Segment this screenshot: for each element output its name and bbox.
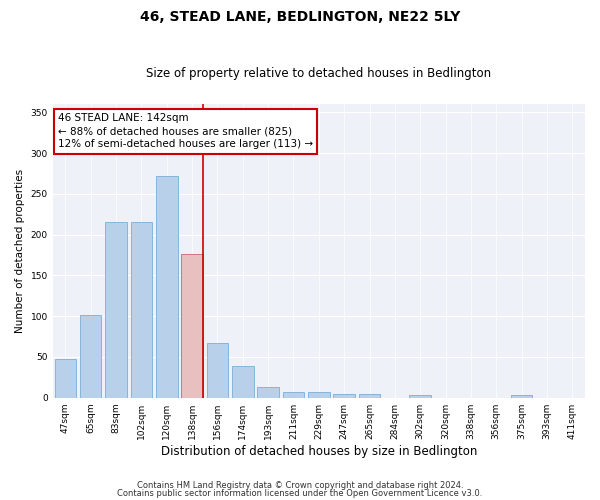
X-axis label: Distribution of detached houses by size in Bedlington: Distribution of detached houses by size … [161,444,477,458]
Text: 46, STEAD LANE, BEDLINGTON, NE22 5LY: 46, STEAD LANE, BEDLINGTON, NE22 5LY [140,10,460,24]
Bar [105,222,127,398]
Bar [334,394,355,398]
Bar [181,254,203,398]
Bar [232,366,254,398]
Title: Size of property relative to detached houses in Bedlington: Size of property relative to detached ho… [146,66,491,80]
Bar [511,396,532,398]
Text: Contains HM Land Registry data © Crown copyright and database right 2024.: Contains HM Land Registry data © Crown c… [137,481,463,490]
Bar [131,222,152,398]
Bar [80,316,101,398]
Bar [409,396,431,398]
Text: Contains public sector information licensed under the Open Government Licence v3: Contains public sector information licen… [118,488,482,498]
Bar [257,387,279,398]
Bar [283,392,304,398]
Bar [206,343,228,398]
Bar [55,360,76,398]
Bar [308,392,329,398]
Bar [359,394,380,398]
Text: 46 STEAD LANE: 142sqm
← 88% of detached houses are smaller (825)
12% of semi-det: 46 STEAD LANE: 142sqm ← 88% of detached … [58,113,313,150]
Y-axis label: Number of detached properties: Number of detached properties [15,169,25,333]
Bar [156,176,178,398]
